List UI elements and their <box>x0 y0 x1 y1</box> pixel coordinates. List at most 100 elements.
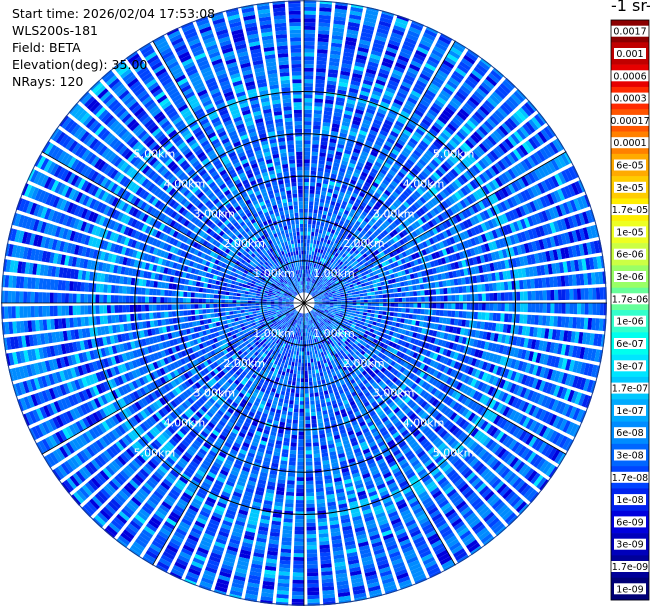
data-cell <box>318 245 322 250</box>
data-cell <box>432 171 441 180</box>
data-cell <box>322 367 327 372</box>
data-cell <box>374 314 379 318</box>
data-cell <box>314 465 322 470</box>
data-cell <box>369 129 378 136</box>
data-cell <box>348 91 358 98</box>
data-cell <box>333 23 345 29</box>
data-cell <box>464 102 475 113</box>
data-cell <box>413 149 422 158</box>
data-cell <box>353 223 359 230</box>
data-cell <box>294 538 304 542</box>
data-cell <box>327 76 337 82</box>
data-cell <box>331 246 336 251</box>
data-cell <box>331 197 337 203</box>
data-cell <box>319 372 324 377</box>
data-cell <box>385 116 395 123</box>
data-cell <box>416 161 425 170</box>
data-cell <box>321 187 327 192</box>
data-cell <box>410 182 418 190</box>
data-cell <box>368 280 373 285</box>
data-cell <box>295 389 300 394</box>
data-cell <box>401 313 406 318</box>
data-cell <box>481 102 493 113</box>
data-cell <box>306 340 309 344</box>
data-cell <box>329 61 340 67</box>
data-cell <box>315 83 325 88</box>
data-cell <box>444 83 456 93</box>
data-cell <box>293 545 304 550</box>
data-cell <box>316 495 325 500</box>
data-cell <box>405 144 414 152</box>
data-cell <box>456 111 467 121</box>
data-cell <box>329 57 340 63</box>
data-cell <box>323 255 328 260</box>
data-cell <box>377 154 386 161</box>
data-cell <box>324 107 333 112</box>
data-cell <box>349 249 354 255</box>
data-cell <box>304 41 315 46</box>
data-cell <box>311 155 318 160</box>
data-cell <box>316 376 321 381</box>
data-cell <box>361 83 372 90</box>
data-cell <box>409 291 414 297</box>
data-cell <box>316 277 320 282</box>
data-cell <box>430 159 440 168</box>
data-cell <box>346 29 359 36</box>
data-cell <box>424 134 434 143</box>
data-cell <box>320 141 328 146</box>
data-cell <box>370 126 380 133</box>
data-cell <box>336 227 341 233</box>
data-cell <box>424 179 433 188</box>
data-cell <box>413 53 426 62</box>
data-cell <box>333 307 337 310</box>
data-cell <box>359 311 364 315</box>
data-cell <box>497 303 502 311</box>
data-cell <box>357 101 367 108</box>
data-cell <box>350 80 361 87</box>
data-cell <box>458 128 469 138</box>
data-cell <box>359 175 367 181</box>
data-cell <box>576 288 581 300</box>
data-cell <box>332 31 344 37</box>
data-cell <box>374 82 385 90</box>
data-cell <box>319 265 323 270</box>
data-cell <box>374 178 381 185</box>
data-cell <box>306 258 309 263</box>
data-cell <box>338 82 348 88</box>
data-cell <box>355 220 361 227</box>
data-cell <box>349 255 354 260</box>
data-cell <box>299 416 304 421</box>
data-cell <box>376 157 384 165</box>
data-cell <box>300 324 302 329</box>
data-cell <box>424 62 436 72</box>
data-cell <box>480 81 492 93</box>
data-cell <box>357 217 363 223</box>
data-cell <box>357 252 362 258</box>
data-cell <box>334 252 339 258</box>
data-cell <box>284 506 294 512</box>
data-cell <box>378 185 385 192</box>
data-cell <box>499 83 511 94</box>
data-cell <box>292 591 304 596</box>
data-cell <box>333 115 342 121</box>
data-cell <box>350 179 357 185</box>
data-cell <box>441 148 450 157</box>
data-cell <box>349 84 360 90</box>
data-cell <box>322 304 326 305</box>
data-cell <box>454 67 467 77</box>
data-cell <box>386 217 393 224</box>
data-cell <box>380 13 394 21</box>
data-cell <box>306 336 308 341</box>
data-cell <box>294 362 298 367</box>
data-cell <box>304 48 315 53</box>
data-cell <box>352 300 357 303</box>
data-cell <box>371 299 376 303</box>
data-cell <box>305 458 313 462</box>
data-cell <box>408 206 415 214</box>
data-cell <box>354 316 359 320</box>
data-cell <box>378 290 383 295</box>
data-cell <box>300 393 304 398</box>
data-cell <box>304 102 313 106</box>
data-cell <box>370 313 375 318</box>
data-cell <box>305 273 307 278</box>
